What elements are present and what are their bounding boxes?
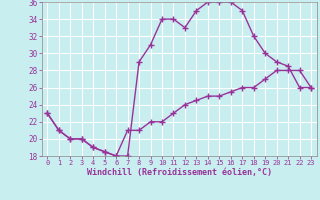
X-axis label: Windchill (Refroidissement éolien,°C): Windchill (Refroidissement éolien,°C) [87, 168, 272, 177]
